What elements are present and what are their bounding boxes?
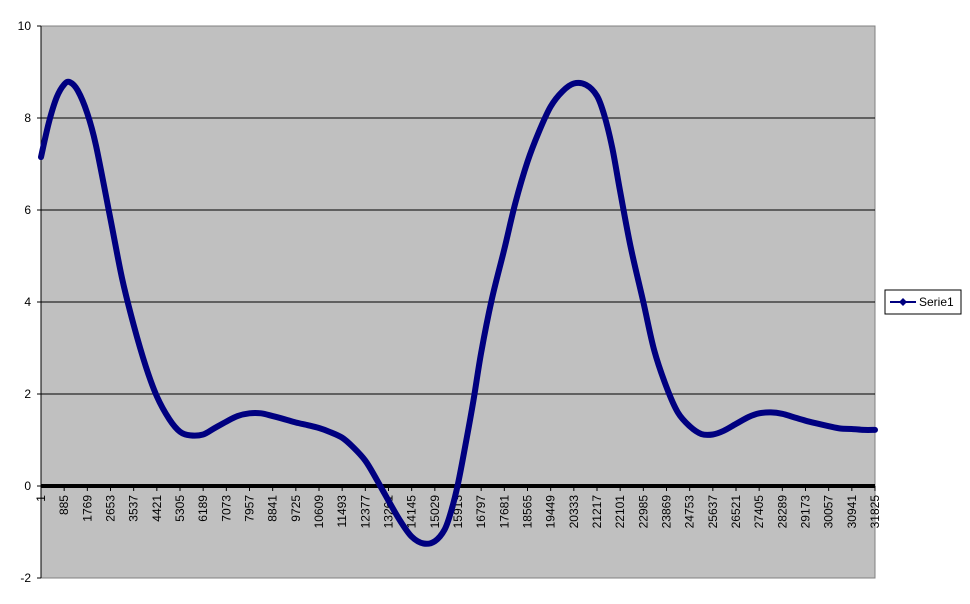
x-tick-label: 19449: [544, 495, 558, 529]
x-tick-label: 28289: [775, 495, 789, 529]
legend: Serie1: [884, 289, 962, 315]
x-tick-label: 18565: [521, 495, 535, 529]
x-tick-label: 15029: [428, 495, 442, 529]
x-tick-label: 27405: [752, 495, 766, 529]
x-tick-label: 31825: [868, 495, 882, 529]
x-tick-label: 10609: [312, 495, 326, 529]
x-tick-label: 9725: [289, 495, 303, 522]
x-tick-label: 3537: [127, 495, 141, 522]
x-tick-label: 5305: [173, 495, 187, 522]
x-tick-label: 24753: [683, 495, 697, 529]
x-tick-label: 30941: [845, 495, 859, 529]
x-tick-label: 23869: [660, 495, 674, 529]
y-tick-label: 8: [24, 111, 31, 125]
x-tick-label: 14145: [405, 495, 419, 529]
y-tick-label: 2: [24, 387, 31, 401]
x-tick-label: 22985: [636, 495, 650, 529]
x-tick-label: 22101: [613, 495, 627, 529]
x-tick-label: 1769: [80, 495, 94, 522]
x-tick-label: 8841: [266, 495, 280, 522]
series-line-serie1: [38, 78, 878, 547]
x-tick-label: 20333: [567, 495, 581, 529]
x-tick-label: 11493: [335, 495, 349, 528]
x-tick-label: 21217: [590, 495, 604, 529]
y-tick-label: 4: [24, 295, 31, 309]
x-tick-label: 4421: [150, 495, 164, 522]
x-tick-label: 26521: [729, 495, 743, 529]
x-tick-label: 1: [34, 495, 48, 502]
x-tick-label: 2653: [104, 495, 118, 522]
x-tick-label: 6189: [196, 495, 210, 522]
x-tick-label: 885: [57, 495, 71, 515]
legend-swatch-marker: [899, 298, 907, 306]
x-tick-label: 16797: [474, 495, 488, 529]
x-tick-label: 29173: [799, 495, 813, 529]
y-tick-label: 0: [24, 479, 31, 493]
series-group: [38, 78, 878, 547]
y-tick-label: 6: [24, 203, 31, 217]
x-tick-label: 17681: [497, 495, 511, 529]
y-tick-label: -2: [20, 571, 31, 585]
y-tick-label: 10: [18, 19, 32, 33]
x-tick-label: 25637: [706, 495, 720, 529]
legend-entry-serie1: Serie1: [919, 295, 954, 309]
x-axis-tick-labels: 1 885 1769 2653 3537 4421 5305 6189 7073 7957 8841…: [34, 486, 882, 528]
x-tick-label: 30057: [822, 495, 836, 529]
x-tick-label: 7073: [219, 495, 233, 522]
x-tick-label: 12377: [358, 495, 372, 529]
x-tick-label: 7957: [243, 495, 257, 522]
